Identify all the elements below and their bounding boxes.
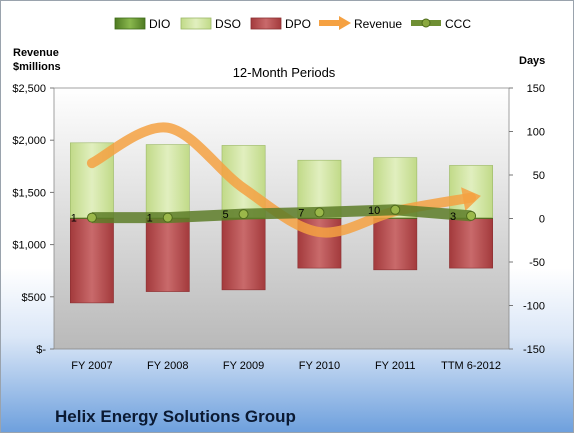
axes-layer: $- $500 $1,000 $1,500 $2,000 $2,500 -150 -100 -5…: [12, 83, 545, 372]
x-category-label-0: FY 2007: [71, 360, 112, 372]
ccc-line: [91, 204, 472, 224]
ccc-data-label-4: 10: [368, 205, 380, 217]
right-tick-label-4: 50: [533, 170, 545, 182]
ccc-data-label-2: 5: [222, 209, 228, 221]
legend-label-ccc: CCC: [445, 17, 471, 31]
legend-item-ccc: CCC: [411, 17, 471, 31]
left-tick-label-5: $2,500: [12, 83, 46, 95]
legend-item-dpo: DPO: [250, 17, 311, 31]
ccc-point-3: [314, 207, 325, 218]
dpo-bar-1: [145, 218, 190, 292]
x-category-label-2: FY 2009: [223, 360, 264, 372]
x-category-label-3: FY 2010: [299, 360, 340, 372]
ccc-data-label-5: 3: [450, 211, 456, 223]
x-category-label-5: TTM 6-2012: [441, 360, 501, 372]
ccc-data-label-3: 7: [298, 207, 304, 219]
left-axis-title-line2: $millions: [13, 61, 61, 73]
right-tick-label-1: -100: [523, 301, 545, 313]
legend-item-dio: DIO: [114, 17, 170, 31]
right-tick-label-2: -50: [529, 257, 545, 269]
ccc-point-1: [162, 212, 173, 223]
left-tick-label-2: $1,000: [12, 240, 46, 252]
legend-label-dpo: DPO: [285, 17, 311, 31]
dpo-bar-5: [449, 218, 493, 269]
right-axis-title: Days: [519, 55, 545, 67]
legend-item-revenue: Revenue: [319, 16, 402, 31]
dso-bar-1: [145, 144, 190, 218]
dpo-bar-0: [70, 218, 114, 304]
chart-title: 12-Month Periods: [233, 65, 336, 80]
ccc-data-label-0: 1: [71, 213, 77, 225]
dpo-bar-4: [373, 218, 418, 271]
revenue-arrowhead: [461, 187, 481, 211]
legend-label-dso: DSO: [215, 17, 241, 31]
right-tick-label-3: 0: [539, 214, 545, 226]
legend-label-revenue: Revenue: [354, 17, 402, 31]
ccc-point-2: [238, 209, 249, 220]
dpo-bar-2: [221, 218, 266, 291]
ccc-point-5: [466, 210, 477, 221]
ccc-data-label-1: 1: [147, 213, 153, 225]
right-tick-label-0: -150: [523, 344, 545, 356]
left-tick-label-4: $2,000: [12, 135, 46, 147]
right-tick-label-6: 150: [527, 83, 545, 95]
left-tick-label-3: $1,500: [12, 187, 46, 199]
ccc-layer: 1 1 5 7 10 3: [71, 204, 477, 225]
left-tick-label-1: $500: [22, 292, 46, 304]
ccc-point-4: [390, 204, 401, 215]
right-tick-label-5: 100: [527, 127, 545, 139]
x-category-label-1: FY 2008: [147, 360, 188, 372]
legend-item-dso: DSO: [180, 17, 241, 31]
x-category-label-4: FY 2011: [375, 360, 416, 372]
left-tick-label-0: $-: [36, 344, 46, 356]
ccc-point-0: [86, 212, 97, 223]
company-name: Helix Energy Solutions Group: [55, 407, 296, 426]
legend-label-dio: DIO: [149, 17, 170, 31]
left-axis-title-line1: Revenue: [13, 47, 59, 59]
bars-layer: [70, 142, 493, 304]
legend: DIO DSO DPO Revenue CCC: [114, 16, 471, 31]
